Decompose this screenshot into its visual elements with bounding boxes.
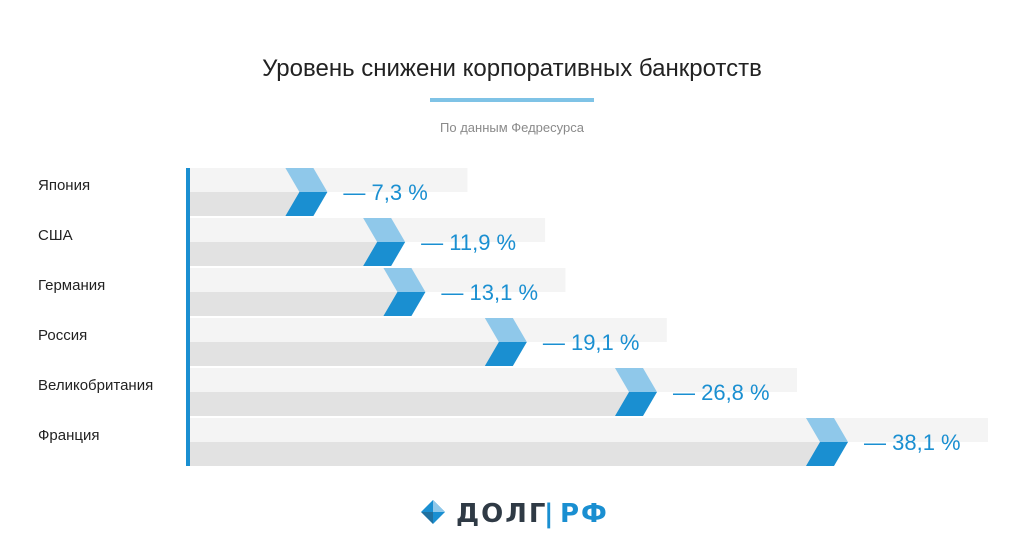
bar: [190, 368, 797, 416]
category-label: Франция: [38, 427, 99, 444]
value-label: — 38,1 %: [864, 430, 961, 455]
bar: [190, 168, 468, 216]
bar-bg-bottom: [190, 342, 513, 366]
bar-bg-bottom: [190, 292, 412, 316]
bar-chevron-bottom: [383, 292, 426, 316]
bar-chevron-bottom: [285, 192, 328, 216]
labels-layer: Япония — 7,3 % США — 11,9 % Германия — 13,1 %…: [38, 177, 961, 455]
diamond-logo-icon: [421, 500, 445, 524]
value-label: — 19,1 %: [543, 330, 640, 355]
bar-chevron-top: [363, 218, 406, 242]
bar-chevron-top: [285, 168, 328, 192]
bar-bg-top: [190, 268, 566, 292]
value-label: — 13,1 %: [441, 280, 538, 305]
bar-chevron-bottom: [484, 342, 527, 366]
bar-chevron-top: [806, 418, 848, 442]
bar-chevron-top: [383, 268, 426, 292]
bar-bg-top: [190, 368, 797, 392]
value-label: — 11,9 %: [421, 230, 516, 255]
logo-text-main: ДОЛГ: [456, 499, 547, 529]
category-label: Япония: [38, 177, 90, 194]
chart-subtitle: По данным Федресурса: [440, 120, 585, 135]
logo: ДОЛГ | РФ: [421, 499, 609, 529]
bar-bg-bottom: [190, 392, 643, 416]
bar: [190, 268, 566, 316]
bar-chevron-bottom: [614, 392, 657, 416]
logo-text-suffix: РФ: [560, 499, 609, 529]
value-label: — 7,3 %: [343, 180, 427, 205]
category-label: Великобритания: [38, 377, 153, 394]
bar-bg-top: [190, 418, 988, 442]
chart-title: Уровень снижени корпоративных банкротств: [262, 55, 762, 82]
y-axis-line: [186, 168, 190, 466]
bar-bg-top: [190, 168, 468, 192]
category-label: Германия: [38, 277, 105, 294]
bar-chevron-top: [614, 368, 657, 392]
logo-separator: |: [544, 499, 556, 529]
bar-bg-bottom: [190, 242, 392, 266]
bar: [190, 418, 988, 466]
bar-bg-top: [190, 318, 667, 342]
bar-chevron-top: [484, 318, 527, 342]
bar-bg-bottom: [190, 442, 834, 466]
bars-layer: [190, 168, 988, 466]
bar: [190, 218, 546, 266]
title-underline: [430, 98, 594, 102]
category-label: Россия: [38, 327, 87, 344]
category-label: США: [38, 227, 73, 244]
value-label: — 26,8 %: [673, 380, 770, 405]
bar: [190, 318, 667, 366]
bar-chevron-bottom: [806, 442, 848, 466]
bar-chevron-bottom: [363, 242, 406, 266]
